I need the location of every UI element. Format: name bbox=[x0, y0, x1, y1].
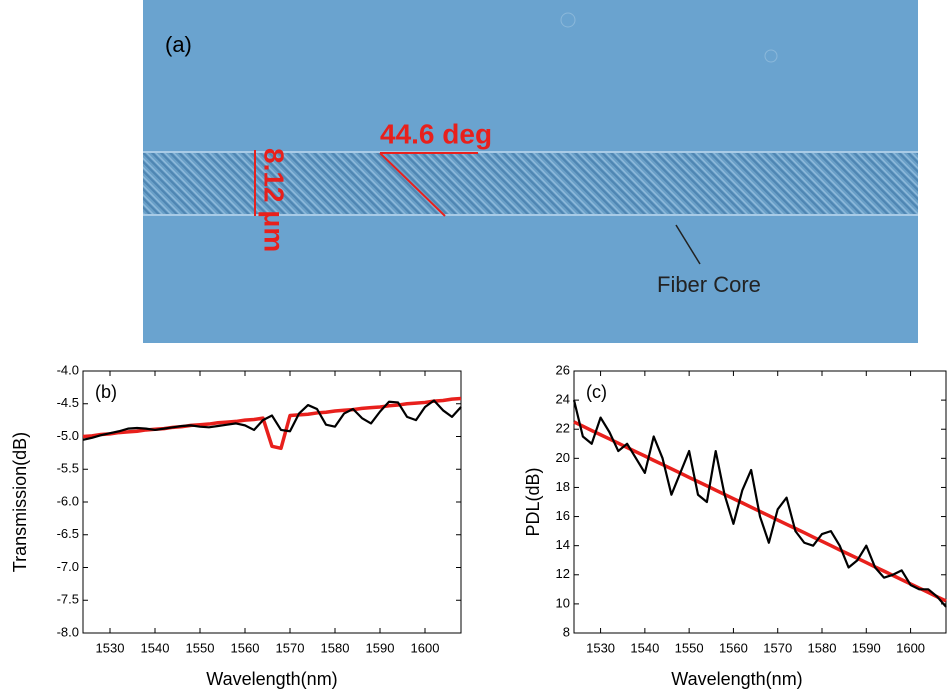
x-tick-label: 1550 bbox=[675, 640, 704, 655]
angle-annotation: 44.6 deg bbox=[380, 118, 492, 149]
x-tick-label: 1570 bbox=[763, 640, 792, 655]
y-tick-label: 20 bbox=[556, 450, 570, 465]
y-tick-label: -6.5 bbox=[57, 526, 79, 541]
x-tick-label: 1600 bbox=[896, 640, 925, 655]
x-tick-label: 1550 bbox=[186, 640, 215, 655]
x-tick-label: 1580 bbox=[321, 640, 350, 655]
plot-area bbox=[82, 396, 462, 451]
y-tick-label: -8.0 bbox=[57, 624, 79, 639]
plot-area bbox=[572, 399, 947, 608]
core-annotation: Fiber Core bbox=[657, 272, 761, 297]
y-tick-label: -7.5 bbox=[57, 592, 79, 607]
panel-label: (c) bbox=[586, 382, 607, 402]
panel-label: (b) bbox=[95, 382, 117, 402]
x-tick-label: 1530 bbox=[96, 640, 125, 655]
width-annotation: 8.12 μm bbox=[259, 148, 290, 252]
y-tick-label: 12 bbox=[556, 566, 570, 581]
y-tick-label: 8 bbox=[563, 624, 570, 639]
y-tick-label: -5.0 bbox=[57, 428, 79, 443]
particle bbox=[764, 49, 778, 63]
y-tick-label: 16 bbox=[556, 508, 570, 523]
angle-line bbox=[379, 152, 446, 217]
particle bbox=[560, 12, 576, 28]
y-axis-label: Transmission(dB) bbox=[10, 432, 30, 572]
x-axis-label: Wavelength(nm) bbox=[206, 669, 337, 689]
data-line bbox=[572, 399, 947, 608]
y-tick-label: -4.5 bbox=[57, 395, 79, 410]
y-tick-label: -5.5 bbox=[57, 461, 79, 476]
y-tick-label: -4.0 bbox=[57, 362, 79, 377]
y-tick-label: -7.0 bbox=[57, 559, 79, 574]
x-tick-label: 1590 bbox=[366, 640, 395, 655]
x-tick-label: 1540 bbox=[630, 640, 659, 655]
y-tick-label: 24 bbox=[556, 392, 570, 407]
micrograph: (a) 44.6 deg 8.12 μm Fiber Core bbox=[143, 0, 918, 343]
data-line bbox=[82, 399, 462, 441]
y-tick-label: 10 bbox=[556, 595, 570, 610]
panel-label: (a) bbox=[165, 32, 192, 57]
x-tick-label: 1590 bbox=[852, 640, 881, 655]
x-tick-label: 1570 bbox=[276, 640, 305, 655]
x-tick-label: 1560 bbox=[719, 640, 748, 655]
leader-line bbox=[675, 224, 701, 265]
chart: 1530 1540 1550 1560 1570 1580 1590 1600 -8.0 -7.5… bbox=[10, 362, 462, 689]
chart: 1530 1540 1550 1560 1570 1580 1590 1600 8 10 12 14 1… bbox=[523, 362, 947, 689]
y-tick-label: 14 bbox=[556, 537, 570, 552]
x-axis-label: Wavelength(nm) bbox=[671, 669, 802, 689]
y-tick-label: 18 bbox=[556, 479, 570, 494]
plot-frame bbox=[573, 370, 947, 634]
x-tick-label: 1540 bbox=[141, 640, 170, 655]
x-tick-label: 1560 bbox=[231, 640, 260, 655]
data-line bbox=[82, 396, 462, 451]
x-tick-label: 1530 bbox=[586, 640, 615, 655]
y-tick-label: 26 bbox=[556, 362, 570, 377]
y-axis-label: PDL(dB) bbox=[523, 467, 543, 536]
y-tick-label: -6.0 bbox=[57, 493, 79, 508]
fiber-core-grating bbox=[143, 152, 918, 215]
x-tick-label: 1600 bbox=[411, 640, 440, 655]
plot-frame bbox=[82, 370, 462, 634]
x-tick-label: 1580 bbox=[808, 640, 837, 655]
y-tick-label: 22 bbox=[556, 421, 570, 436]
